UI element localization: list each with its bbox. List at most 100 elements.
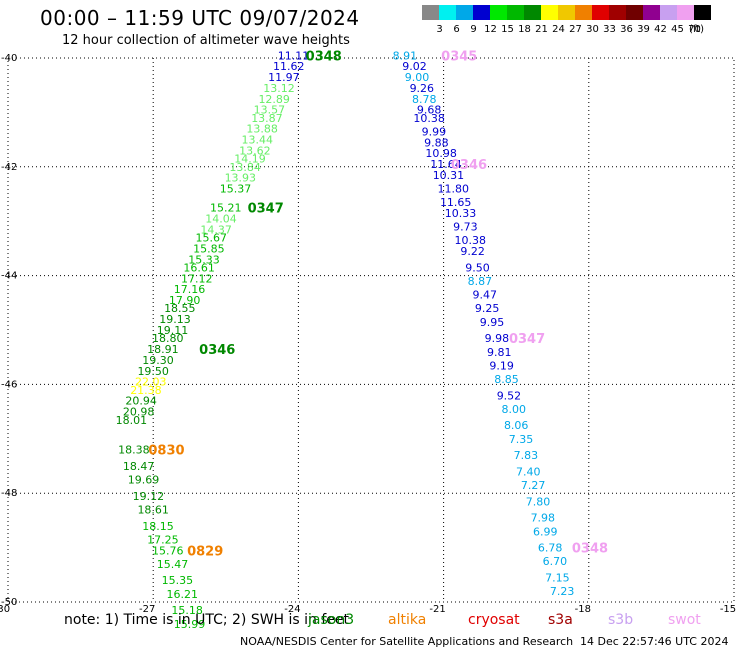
legend-label: 45 <box>671 24 684 35</box>
wave-height-label: 13.12 <box>263 82 295 95</box>
wave-height-label: 10.98 <box>425 147 457 160</box>
satellite-name: jason3 <box>308 612 355 628</box>
wave-height-label: 13.93 <box>225 172 257 185</box>
legend-swatch <box>694 5 711 20</box>
x-tick-label: -15 <box>720 604 736 615</box>
legend-swatch <box>643 5 660 20</box>
legend-swatch <box>456 5 473 20</box>
wave-height-label: 10.38 <box>454 234 486 247</box>
wave-height-label: 15.37 <box>220 183 252 196</box>
legend-label: 12 <box>484 24 497 35</box>
wave-height-label: 9.50 <box>465 261 490 274</box>
wave-height-label: 9.19 <box>489 359 514 372</box>
y-tick-label: -44 <box>1 271 17 282</box>
wave-height-label: 7.35 <box>509 433 534 446</box>
wave-height-label: 8.91 <box>393 49 418 62</box>
legend-swatch <box>507 5 524 20</box>
wave-height-label: 7.98 <box>531 512 556 525</box>
footer-timestamp: 14 Dec 22:57:46 UTC 2024 <box>580 635 729 648</box>
legend-label: 27 <box>569 24 582 35</box>
wave-height-label: 7.23 <box>550 585 575 598</box>
wave-height-label: 17.16 <box>174 283 206 296</box>
wave-height-label: 9.98 <box>485 332 510 345</box>
legend-swatch <box>609 5 626 20</box>
wave-height-label: 11.62 <box>273 60 305 73</box>
legend-label: 6 <box>453 24 460 35</box>
legend-swatch <box>439 5 456 20</box>
satellite-name: s3a <box>548 612 573 628</box>
wave-height-label: 17.90 <box>169 294 201 307</box>
wave-height-label: 9.26 <box>410 82 435 95</box>
pass-time-label: 0829 <box>187 544 223 559</box>
wave-height-label: 9.00 <box>405 71 430 84</box>
wave-height-label: 19.11 <box>157 324 189 337</box>
wave-height-label: 19.30 <box>142 354 174 367</box>
pass-time-label: 0346 <box>451 158 487 173</box>
y-tick-label: -40 <box>1 53 17 64</box>
legend-swatch <box>660 5 677 20</box>
wave-height-label: 15.76 <box>152 544 184 557</box>
wave-height-label: 18.01 <box>116 414 148 427</box>
legend-label: 39 <box>637 24 650 35</box>
satellite-name: s3b <box>608 612 634 628</box>
wave-height-label: 18.38 <box>118 444 150 457</box>
wave-height-label: 14.37 <box>200 223 232 236</box>
chart-title: 00:00 – 11:59 UTC 09/07/2024 <box>40 6 360 30</box>
wave-height-label: 8.06 <box>504 419 529 432</box>
x-tick-label: -24 <box>284 604 300 615</box>
wave-height-label: 18.15 <box>142 520 174 533</box>
credit-text: NOAA/NESDIS Center for Satellite Applica… <box>240 635 574 648</box>
pass-time-label: 0348 <box>306 49 342 64</box>
wave-height-label: 9.52 <box>497 389 522 402</box>
wave-height-label: 9.68 <box>417 104 442 117</box>
wave-height-label: 18.55 <box>164 302 196 315</box>
x-tick-label: -21 <box>429 604 445 615</box>
x-tick-label: -27 <box>139 604 155 615</box>
wave-height-label: 9.81 <box>487 346 512 359</box>
wave-height-label: 9.02 <box>402 60 427 73</box>
note-text: note: 1) Time is in UTC; 2) SWH is in fe… <box>64 612 350 628</box>
satellite-name: altika <box>388 612 427 628</box>
wave-height-label: 10.31 <box>433 169 465 182</box>
wave-height-label: 18.91 <box>147 343 179 356</box>
wave-height-label: 15.21 <box>210 202 242 215</box>
legend-swatch <box>558 5 575 20</box>
satellite-name: cryosat <box>468 612 520 628</box>
legend-label: 24 <box>552 24 565 35</box>
legend-label: 3 <box>436 24 443 35</box>
wave-height-label: 14.04 <box>205 212 237 225</box>
y-tick-label: -50 <box>1 597 17 608</box>
pass-time-label: 0345 <box>441 49 477 64</box>
wave-height-label: 15.85 <box>193 242 225 255</box>
y-tick-label: -48 <box>1 488 17 499</box>
x-tick-label: -30 <box>0 604 10 615</box>
legend-swatch <box>575 5 592 20</box>
satellite-name: swot <box>668 612 701 628</box>
legend-unit: (ft) <box>689 24 705 35</box>
wave-height-label: 13.62 <box>239 144 271 157</box>
pass-time-label: 0346 <box>199 343 235 358</box>
wave-height-label: 20.94 <box>125 395 157 408</box>
wave-height-label: 13.88 <box>246 123 278 136</box>
legend-label: 9 <box>470 24 477 35</box>
wave-height-label: 7.15 <box>545 572 570 585</box>
pass-time-label: 0830 <box>148 444 184 459</box>
wave-height-label: 18.61 <box>137 504 169 517</box>
pass-time-label: 0347 <box>509 332 545 347</box>
wave-height-label: 18.47 <box>123 460 155 473</box>
wave-height-label: 22.03 <box>135 376 167 389</box>
plot-frame <box>7 57 735 603</box>
wave-height-label: 9.47 <box>472 289 497 302</box>
wave-height-label: 15.35 <box>162 574 194 587</box>
legend-label: 42 <box>654 24 667 35</box>
wave-height-label: 15.67 <box>196 232 228 245</box>
wave-height-label: 14.19 <box>234 153 266 166</box>
wave-height-label: 8.78 <box>412 93 437 106</box>
wave-height-label: 11.80 <box>438 183 470 196</box>
wave-height-label: 7.83 <box>514 449 539 462</box>
wave-height-label: 15.33 <box>188 253 220 266</box>
wave-height-label: 9.95 <box>480 316 505 329</box>
wave-height-label: 9.22 <box>460 245 485 258</box>
wave-height-label: 8.87 <box>468 275 493 288</box>
wave-height-label: 9.25 <box>475 302 500 315</box>
